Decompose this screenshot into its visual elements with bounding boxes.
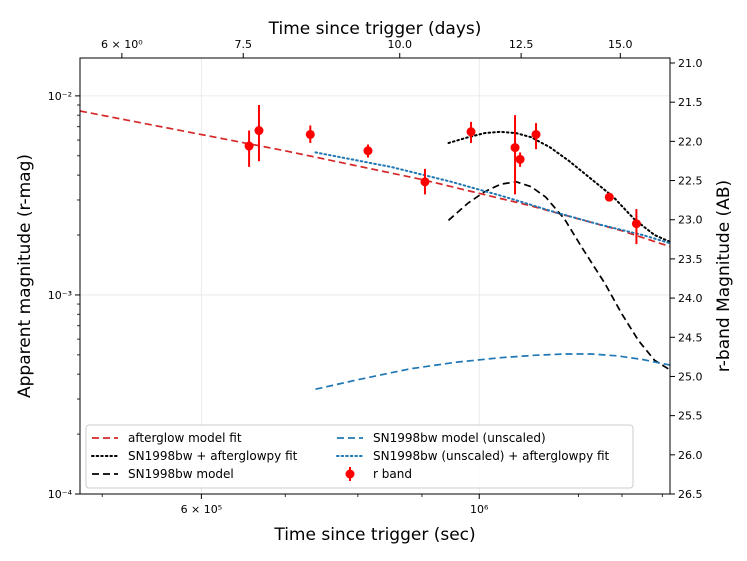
data-point-5 bbox=[466, 127, 476, 137]
y-axis-label: Apparent magnitude (r-mag) bbox=[15, 154, 35, 398]
top-tick-label-1: 7.5 bbox=[234, 38, 252, 51]
data-point-8 bbox=[531, 129, 541, 139]
right-tick-label-7: 24.5 bbox=[678, 331, 703, 344]
top-tick-label-4: 15.0 bbox=[608, 38, 633, 51]
data-point-0 bbox=[244, 141, 254, 151]
series-line-0 bbox=[79, 110, 671, 248]
data-point-2 bbox=[305, 129, 315, 139]
right-tick-label-3: 22.5 bbox=[678, 175, 703, 188]
data-point-4 bbox=[420, 177, 430, 187]
legend-label-points: r band bbox=[373, 467, 412, 481]
plot-frame bbox=[79, 57, 671, 495]
right-tick-label-2: 22.0 bbox=[678, 135, 703, 148]
legend: afterglow model fit SN1998bw + afterglowp… bbox=[85, 424, 634, 489]
axes: 6 × 10⁵ 10⁶ 10⁻⁴ 10⁻³ 10⁻² 6 × 10⁰ 7.5 10.0 12.5… bbox=[48, 38, 703, 516]
right-tick-label-8: 25.0 bbox=[678, 370, 703, 383]
legend-label-2: SN1998bw model bbox=[128, 467, 234, 481]
right-tick-label-0: 21.0 bbox=[678, 57, 703, 70]
points-layer bbox=[244, 104, 641, 245]
x-axis-label: Time since trigger (sec) bbox=[273, 525, 475, 545]
y-tick-label-0: 10⁻⁴ bbox=[48, 488, 73, 501]
right-tick-label-4: 23.0 bbox=[678, 214, 703, 227]
data-point-9 bbox=[604, 192, 614, 202]
right-tick-label-5: 23.5 bbox=[678, 253, 703, 266]
x-tick-label-0: 6 × 10⁵ bbox=[181, 503, 223, 516]
legend-label-4: SN1998bw (unscaled) + afterglowpy fit bbox=[373, 449, 610, 463]
data-point-10 bbox=[631, 219, 641, 229]
right-tick-label-9: 25.5 bbox=[678, 410, 703, 423]
data-point-3 bbox=[363, 146, 373, 156]
data-point-6 bbox=[510, 143, 520, 153]
y-tick-label-1: 10⁻³ bbox=[48, 289, 72, 302]
series-line-1 bbox=[447, 130, 671, 243]
top-tick-label-3: 12.5 bbox=[509, 38, 534, 51]
top-tick-label-2: 10.0 bbox=[387, 38, 412, 51]
series-line-2 bbox=[447, 180, 671, 371]
top-x-axis-label: Time since trigger (days) bbox=[268, 19, 482, 39]
data-point-7 bbox=[515, 154, 525, 164]
y-tick-label-2: 10⁻² bbox=[48, 90, 72, 103]
legend-label-0: afterglow model fit bbox=[128, 431, 242, 445]
right-y-axis-label: r-band Magnitude (AB) bbox=[714, 180, 734, 372]
legend-label-1: SN1998bw + afterglowpy fit bbox=[128, 449, 298, 463]
legend-label-3: SN1998bw model (unscaled) bbox=[373, 431, 546, 445]
legend-swatch-points bbox=[345, 469, 355, 479]
data-point-1 bbox=[254, 126, 264, 136]
right-tick-label-10: 26.0 bbox=[678, 449, 703, 462]
right-tick-label-6: 24.0 bbox=[678, 292, 703, 305]
x-tick-label-1: 10⁶ bbox=[470, 503, 489, 516]
top-tick-label-0: 6 × 10⁰ bbox=[101, 38, 143, 51]
right-tick-label-1: 21.5 bbox=[678, 96, 703, 109]
right-tick-label-11: 26.5 bbox=[678, 488, 703, 501]
series-line-3 bbox=[315, 353, 671, 391]
